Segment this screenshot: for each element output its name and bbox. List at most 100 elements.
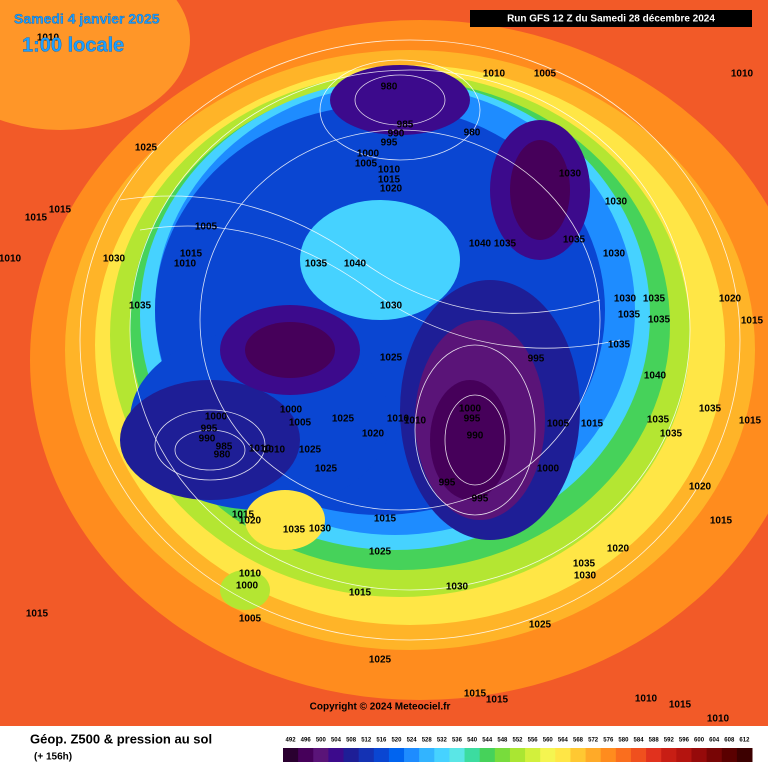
pressure-label: 980 (464, 128, 481, 139)
pressure-label: 1035 (608, 340, 631, 351)
pressure-label: 1015 (374, 514, 397, 525)
map-title: Géop. Z500 & pression au sol (30, 731, 212, 746)
legend-swatch (283, 748, 299, 762)
pressure-label: 1015 (741, 316, 764, 327)
forecast-date: Samedi 4 janvier 2025 (14, 11, 160, 27)
pressure-label: 1020 (362, 429, 385, 440)
pressure-label: 990 (467, 431, 484, 442)
legend-swatch (646, 748, 662, 762)
legend-swatch (313, 748, 329, 762)
legend-label: 592 (664, 738, 675, 744)
pressure-label: 1010 (731, 69, 754, 80)
pressure-label: 1040 (344, 259, 367, 270)
pressure-label: 1015 (739, 416, 762, 427)
pressure-label: 995 (464, 414, 481, 425)
pressure-label: 1035 (699, 404, 722, 415)
pressure-label: 1035 (494, 239, 517, 250)
pressure-label: 1025 (369, 547, 392, 558)
pressure-label: 1040 (644, 371, 667, 382)
pressure-label: 1035 (643, 294, 666, 305)
legend-label: 564 (558, 738, 569, 744)
pressure-label: 1035 (618, 310, 641, 321)
legend-swatch (449, 748, 466, 762)
legend-label: 512 (361, 738, 372, 744)
legend-swatch (691, 748, 708, 762)
pressure-label: 1015 (49, 205, 72, 216)
legend-swatch (343, 748, 360, 762)
pressure-label: 1025 (380, 353, 403, 364)
legend-swatch (676, 748, 692, 762)
pressure-label: 1025 (299, 445, 322, 456)
pressure-label: 1015 (25, 213, 48, 224)
pressure-label: 1005 (534, 69, 557, 80)
pressure-label: 990 (199, 434, 216, 445)
pressure-label: 1005 (547, 419, 570, 430)
pressure-label: 1005 (195, 222, 218, 233)
pressure-label: 1035 (129, 301, 152, 312)
pressure-label: 1030 (309, 524, 332, 535)
pressure-label: 1015 (26, 609, 49, 620)
pressure-label: 1010 (239, 569, 262, 580)
legend-label: 504 (331, 738, 342, 744)
legend-swatch (328, 748, 345, 762)
legend-swatch (615, 748, 632, 762)
pressure-label: 1035 (573, 559, 596, 570)
pressure-label: 1015 (486, 695, 509, 706)
legend-swatch (570, 748, 587, 762)
legend-label: 544 (482, 738, 493, 744)
pressure-label: 1000 (537, 464, 560, 475)
legend-swatch (434, 748, 450, 762)
pressure-label: 1015 (378, 175, 401, 186)
legend-label: 604 (709, 738, 720, 744)
forecast-time: 1:00 locale (22, 34, 124, 56)
legend-swatch (298, 748, 314, 762)
copyright: Copyright © 2024 Meteociel.fr (310, 702, 451, 713)
pressure-label: 1020 (380, 184, 403, 195)
pressure-label: 1010 (404, 416, 427, 427)
legend-label: 572 (588, 738, 599, 744)
pressure-label: 1000 (205, 412, 228, 423)
pressure-label: 1015 (349, 588, 372, 599)
pressure-label: 1025 (315, 464, 338, 475)
legend-label: 524 (407, 738, 418, 744)
pressure-label: 1015 (710, 516, 733, 527)
legend-swatch (585, 748, 602, 762)
pressure-label: 1020 (239, 516, 262, 527)
pressure-label: 1035 (660, 429, 683, 440)
pressure-label: 1035 (648, 315, 671, 326)
legend-swatch (404, 748, 420, 762)
pressure-label: 1035 (305, 259, 328, 270)
legend-label: 532 (437, 738, 448, 744)
pressure-label: 1000 (459, 404, 482, 415)
pressure-label: 1000 (357, 149, 380, 160)
pressure-label: 995 (381, 138, 398, 149)
pressure-label: 990 (388, 129, 405, 140)
run-box (470, 10, 752, 27)
legend-swatch (555, 748, 571, 762)
legend-swatch (736, 748, 753, 762)
pressure-label: 1025 (332, 414, 355, 425)
pressure-label: 1005 (239, 614, 262, 625)
pressure-label: 995 (439, 478, 456, 489)
pressure-label: 1010 (635, 694, 658, 705)
pressure-label: 1030 (446, 582, 469, 593)
legend-label: 516 (376, 738, 387, 744)
pressure-label: 1010 (483, 69, 506, 80)
legend-swatch (509, 748, 526, 762)
legend-swatch (419, 748, 435, 762)
pressure-label: 1035 (647, 415, 670, 426)
legend-swatch (373, 748, 390, 762)
legend-swatch (540, 748, 556, 762)
pressure-label: 1005 (289, 418, 312, 429)
legend-swatch (479, 748, 496, 762)
legend-label: 612 (739, 738, 750, 744)
pressure-label: 1025 (369, 655, 392, 666)
legend-swatch (525, 748, 541, 762)
pressure-label: 1030 (574, 571, 597, 582)
legend-swatch (706, 748, 723, 762)
pressure-label: 1005 (355, 159, 378, 170)
legend-swatch (358, 748, 375, 762)
pressure-label: 1010 (378, 165, 401, 176)
pressure-label: 1025 (135, 143, 158, 154)
